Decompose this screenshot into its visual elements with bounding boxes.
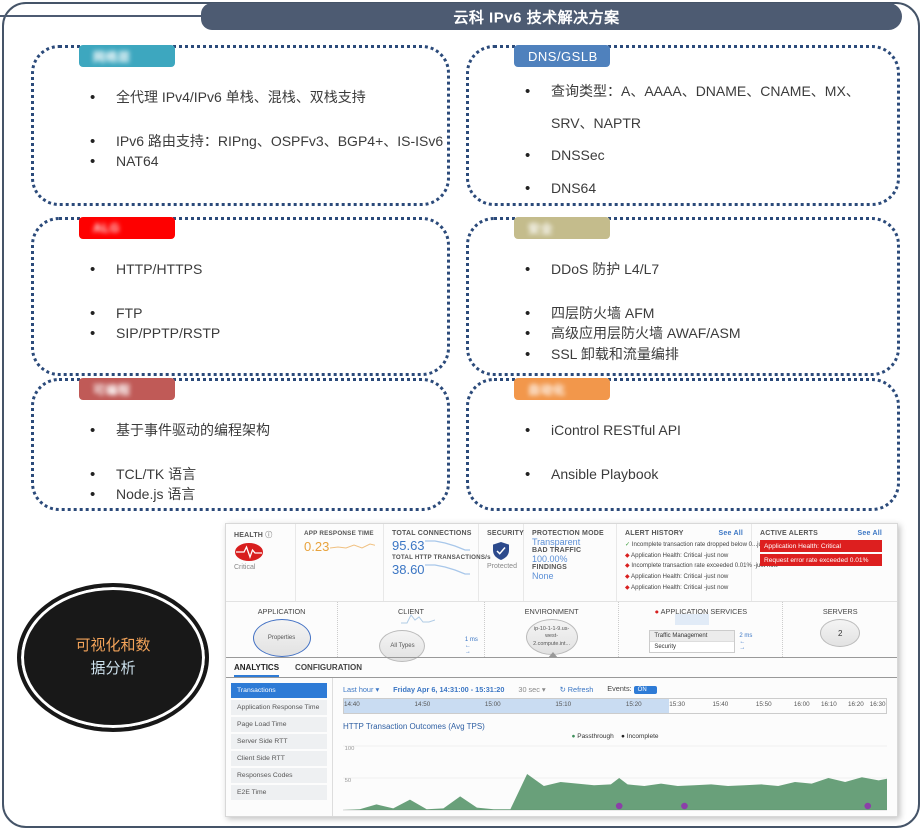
svg-text:50: 50 [345, 778, 352, 784]
svg-text:100: 100 [345, 746, 355, 752]
